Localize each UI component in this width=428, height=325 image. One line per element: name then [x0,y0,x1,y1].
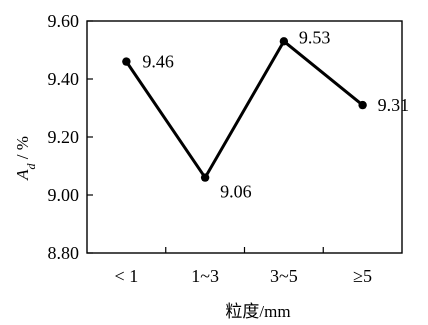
data-point [122,57,131,66]
x-tick-label: ≥5 [353,266,372,286]
x-tick-label: < 1 [115,266,139,286]
data-label: 9.06 [220,182,252,202]
y-tick-label: 9.60 [48,11,80,31]
x-tick-label: 1~3 [191,266,219,286]
plot-border [86,20,403,254]
series-group [122,37,367,182]
y-tick-label: 9.20 [48,127,80,147]
y-tick-label: 9.00 [48,185,80,205]
data-labels: 9.46 9.06 9.53 9.31 [142,27,409,201]
y-axis-ticks: 8.80 9.00 9.20 9.40 9.60 [48,11,93,263]
y-axis-label: Ad / % [13,136,38,181]
y-tick-label: 9.40 [48,69,80,89]
x-tick-label: 3~5 [270,266,298,286]
data-point [200,173,210,182]
y-tick-label: 8.80 [48,243,80,263]
x-axis-label: 粒度/mm [225,302,290,321]
data-label: 9.46 [142,52,174,72]
data-point [358,100,367,110]
data-point [279,37,289,46]
data-label: 9.31 [378,95,410,115]
series-line [125,39,364,181]
plot-frame [86,20,403,254]
data-label: 9.53 [299,27,331,47]
x-axis-ticks: < 1 1~3 3~5 ≥5 [115,247,372,286]
